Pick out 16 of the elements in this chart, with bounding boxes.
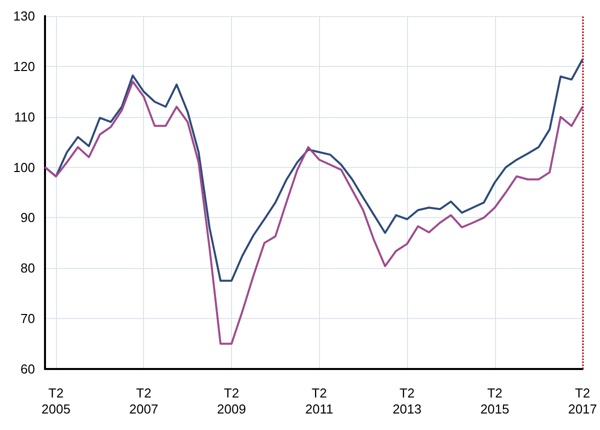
line-series xyxy=(44,80,584,345)
x-tick-label: T2 2013 xyxy=(392,386,422,416)
y-tick-label: 100 xyxy=(13,160,35,175)
y-tick-label: 70 xyxy=(20,311,35,326)
x-tick-label: T2 2011 xyxy=(305,386,334,416)
x-tick-label: T2 2015 xyxy=(480,386,510,416)
x-tick-label: T2 2005 xyxy=(42,386,70,416)
y-tick-label: 120 xyxy=(13,58,35,74)
y-tick-label: 80 xyxy=(20,260,35,276)
x-tick-label: T2 2017 xyxy=(568,386,597,416)
y-tick-label: 110 xyxy=(14,109,35,124)
x-tick-label: T2 2007 xyxy=(129,386,158,416)
y-tick-label: 130 xyxy=(13,8,35,24)
x-tick-label: T2 2009 xyxy=(217,386,246,416)
y-tick-label: 60 xyxy=(20,362,35,376)
y-tick-label: 90 xyxy=(20,210,35,226)
